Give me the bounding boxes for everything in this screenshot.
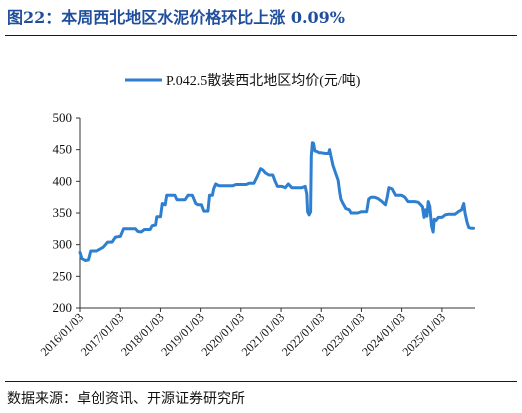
x-tick-label: 2021/01/03 (239, 310, 288, 359)
source-rule (5, 381, 517, 382)
x-tick-label: 2020/01/03 (198, 310, 247, 359)
y-tick-label: 300 (53, 237, 73, 252)
figure-title: 图22：本周西北地区水泥价格环比上涨 0.09% (7, 8, 346, 27)
source-note: 数据来源：卓创资讯、开源证券研究所 (7, 391, 245, 407)
x-axis-ticks: 2016/01/032017/01/032018/01/032019/01/03… (38, 308, 448, 359)
x-tick-label: 2016/01/03 (38, 310, 87, 359)
series-line (78, 141, 475, 262)
y-tick-label: 350 (53, 205, 73, 220)
y-tick-label: 500 (53, 110, 73, 125)
x-tick-label: 2018/01/03 (118, 310, 167, 359)
y-axis-ticks: 200 250 300 350 400 450 500 (53, 110, 80, 315)
chart-series (78, 141, 475, 262)
y-tick-label: 250 (53, 268, 73, 283)
x-tick-label: 2025/01/03 (399, 310, 448, 359)
chart-axes (79, 118, 475, 309)
chart-legend: P.042.5散装西北地区均价(元/吨) (125, 73, 361, 89)
y-tick-label: 400 (53, 173, 73, 188)
x-tick-label: 2019/01/03 (158, 310, 207, 359)
x-tick-label: 2017/01/03 (78, 310, 127, 359)
legend-label: P.042.5散装西北地区均价(元/吨) (166, 73, 361, 89)
title-rule (5, 35, 517, 36)
x-tick-label: 2022/01/03 (279, 310, 328, 359)
x-tick-label: 2023/01/03 (319, 310, 368, 359)
x-tick-label: 2024/01/03 (359, 310, 408, 359)
y-tick-label: 200 (53, 300, 73, 315)
y-tick-label: 450 (53, 142, 73, 157)
